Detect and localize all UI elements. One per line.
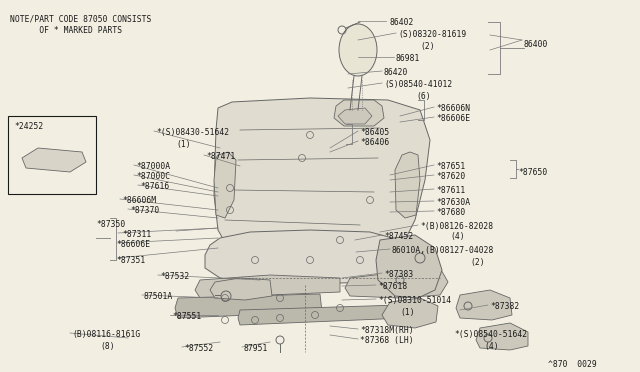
Text: *87351: *87351 — [116, 256, 145, 265]
Text: (2): (2) — [470, 258, 484, 267]
Polygon shape — [476, 323, 528, 350]
Text: *87383: *87383 — [384, 270, 413, 279]
Polygon shape — [382, 298, 438, 328]
Polygon shape — [395, 152, 420, 218]
Polygon shape — [22, 148, 86, 172]
Text: *87680: *87680 — [436, 208, 465, 217]
Text: *87311: *87311 — [122, 230, 151, 239]
Text: (B)08116-8161G: (B)08116-8161G — [72, 330, 140, 339]
Text: OF * MARKED PARTS: OF * MARKED PARTS — [10, 26, 122, 35]
Polygon shape — [338, 108, 372, 124]
Text: *(S)08540-51642: *(S)08540-51642 — [454, 330, 527, 339]
Text: *(B)08126-82028: *(B)08126-82028 — [420, 222, 493, 231]
Text: *87370: *87370 — [130, 206, 159, 215]
Text: *87318M(RH): *87318M(RH) — [360, 326, 413, 335]
Text: *87551: *87551 — [172, 312, 201, 321]
Text: *24252: *24252 — [14, 122, 44, 131]
Text: *(S)08430-51642: *(S)08430-51642 — [156, 128, 229, 137]
Text: *86406: *86406 — [360, 138, 389, 147]
Text: (1): (1) — [400, 308, 415, 317]
Text: (4): (4) — [484, 342, 499, 351]
Text: *87000A: *87000A — [136, 162, 170, 171]
Polygon shape — [210, 278, 272, 300]
Text: *87350: *87350 — [96, 220, 125, 229]
Text: *87618: *87618 — [378, 282, 407, 291]
Bar — [8, 116, 96, 194]
Text: *86606N: *86606N — [436, 104, 470, 113]
Text: (6): (6) — [416, 92, 431, 101]
Polygon shape — [456, 290, 512, 320]
Text: *86606E: *86606E — [436, 114, 470, 123]
Text: *87532: *87532 — [160, 272, 189, 281]
Text: 86010A,(B)08127-04028: 86010A,(B)08127-04028 — [392, 246, 494, 255]
Text: NOTE/PART CODE 87050 CONSISTS: NOTE/PART CODE 87050 CONSISTS — [10, 14, 152, 23]
Text: (2): (2) — [420, 42, 435, 51]
Text: 87501A: 87501A — [144, 292, 173, 301]
Text: *87382: *87382 — [490, 302, 519, 311]
Polygon shape — [214, 152, 236, 218]
Text: *86606E: *86606E — [116, 240, 150, 249]
Polygon shape — [376, 235, 442, 298]
Polygon shape — [214, 98, 430, 278]
Text: *87452: *87452 — [384, 232, 413, 241]
Text: (S)08320-81619: (S)08320-81619 — [398, 30, 467, 39]
Text: 86420: 86420 — [384, 68, 408, 77]
Text: (4): (4) — [450, 232, 465, 241]
Text: *87552: *87552 — [184, 344, 213, 353]
Text: *87000C: *87000C — [136, 172, 170, 181]
Text: (S)08540-41012: (S)08540-41012 — [384, 80, 452, 89]
Ellipse shape — [339, 24, 377, 76]
Text: 86402: 86402 — [390, 18, 414, 27]
Text: *86606M: *86606M — [122, 196, 156, 205]
Text: *(S)08310-51014: *(S)08310-51014 — [378, 296, 451, 305]
Polygon shape — [205, 230, 415, 284]
Text: *87616: *87616 — [140, 182, 169, 191]
Polygon shape — [345, 268, 448, 298]
Text: *86405: *86405 — [360, 128, 389, 137]
Text: (1): (1) — [176, 140, 191, 149]
Text: *87611: *87611 — [436, 186, 465, 195]
Text: ^870  0029: ^870 0029 — [548, 360, 596, 369]
Polygon shape — [195, 275, 340, 298]
Text: 87951: 87951 — [244, 344, 268, 353]
Text: *87650: *87650 — [518, 168, 547, 177]
Text: *87368 (LH): *87368 (LH) — [360, 336, 413, 345]
Polygon shape — [334, 100, 384, 126]
Polygon shape — [175, 294, 322, 318]
Text: 86981: 86981 — [396, 54, 420, 63]
Polygon shape — [238, 305, 405, 325]
Text: (8): (8) — [100, 342, 115, 351]
Text: *87651: *87651 — [436, 162, 465, 171]
Text: *87630A: *87630A — [436, 198, 470, 207]
Text: *87471: *87471 — [206, 152, 236, 161]
Text: 86400: 86400 — [524, 40, 548, 49]
Text: *87620: *87620 — [436, 172, 465, 181]
